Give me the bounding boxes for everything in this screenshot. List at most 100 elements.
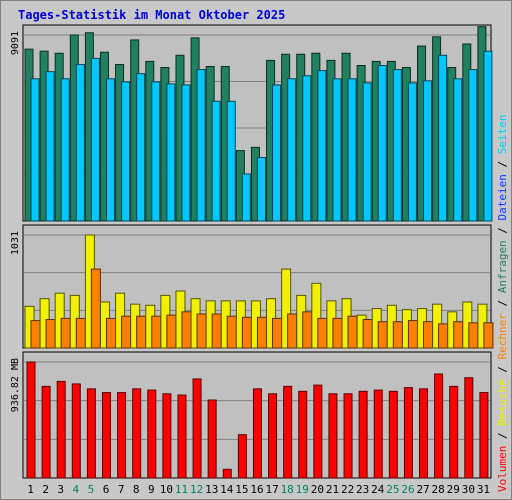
bar-seiten-day-2 [46, 72, 54, 221]
x-tick-label: 10 [160, 483, 173, 496]
x-tick-label: 20 [311, 483, 324, 496]
x-tick-label: 1 [27, 483, 34, 496]
bar-rechner-day-13 [212, 314, 221, 348]
bar-rechner-day-21 [333, 318, 342, 348]
bar-rechner-day-11 [182, 312, 191, 348]
x-tick-label: 13 [205, 483, 218, 496]
bar-seiten-day-8 [137, 74, 145, 221]
bar-volumen-day-2 [42, 386, 50, 478]
bar-seiten-day-28 [439, 55, 447, 221]
bar-seiten-day-24 [378, 66, 386, 221]
x-tick-label: 28 [432, 483, 445, 496]
bar-volumen-day-21 [329, 394, 337, 478]
bar-rechner-day-17 [273, 318, 282, 348]
bar-seiten-day-18 [288, 79, 296, 221]
bar-seiten-day-1 [31, 79, 39, 221]
x-tick-label: 17 [265, 483, 278, 496]
x-tick-label: 16 [250, 483, 263, 496]
bar-volumen-day-4 [72, 384, 80, 478]
legend-item-besuche: Besuche [496, 379, 509, 425]
bar-volumen-day-28 [435, 374, 443, 478]
bar-volumen-day-29 [450, 386, 458, 478]
bar-volumen-day-26 [404, 388, 412, 478]
bar-seiten-day-3 [61, 79, 69, 221]
bar-volumen-day-22 [344, 394, 352, 478]
bar-rechner-day-3 [61, 318, 70, 348]
x-tick-label: 15 [235, 483, 248, 496]
bar-seiten-day-26 [408, 83, 416, 221]
bar-rechner-day-14 [227, 316, 236, 348]
bar-volumen-day-18 [284, 386, 292, 478]
bar-volumen-day-27 [420, 389, 428, 478]
bar-rechner-day-28 [439, 324, 448, 348]
x-tick-label: 11 [175, 483, 188, 496]
x-tick-label: 29 [447, 483, 460, 496]
bar-rechner-day-31 [484, 323, 493, 348]
bar-volumen-day-12 [193, 379, 201, 478]
legend-item-anfragen: Anfragen [496, 240, 509, 293]
bar-rechner-day-1 [31, 321, 40, 348]
bar-volumen-day-24 [374, 390, 382, 478]
bar-volumen-day-20 [314, 385, 322, 478]
bar-seiten-day-25 [393, 70, 401, 221]
bar-seiten-day-17 [273, 85, 281, 221]
x-tick-label: 24 [371, 483, 385, 496]
x-tick-label: 21 [326, 483, 339, 496]
bar-rechner-day-16 [257, 317, 266, 348]
legend-separator: / [496, 426, 509, 446]
bar-seiten-day-30 [469, 70, 477, 221]
x-tick-label: 31 [477, 483, 490, 496]
legend-separator: / [496, 360, 509, 380]
bar-rechner-day-27 [424, 322, 433, 348]
bar-seiten-day-11 [182, 85, 190, 221]
legend-item-dateien: Dateien [496, 174, 509, 220]
bar-volumen-day-15 [238, 435, 246, 478]
bar-rechner-day-4 [76, 318, 85, 348]
x-tick-label: 25 [386, 483, 399, 496]
bar-seiten-day-16 [257, 158, 265, 221]
bar-volumen-day-23 [359, 391, 367, 478]
bar-rechner-day-7 [122, 316, 131, 348]
bar-rechner-day-18 [288, 314, 297, 348]
bar-volumen-day-1 [27, 362, 35, 478]
bar-seiten-day-12 [197, 70, 205, 221]
x-tick-label: 12 [190, 483, 203, 496]
bar-rechner-day-12 [197, 314, 206, 348]
bar-seiten-day-29 [454, 79, 462, 221]
bar-volumen-day-9 [148, 390, 156, 478]
x-tick-label: 9 [148, 483, 155, 496]
bar-rechner-day-8 [137, 316, 146, 348]
bar-rechner-day-19 [303, 312, 312, 348]
bar-rechner-day-25 [393, 322, 402, 348]
bar-volumen-day-11 [178, 395, 186, 478]
bar-seiten-day-14 [227, 101, 235, 221]
bar-rechner-day-5 [91, 269, 100, 348]
bar-volumen-day-7 [118, 393, 126, 478]
x-tick-label: 30 [462, 483, 475, 496]
bar-volumen-day-3 [57, 381, 65, 478]
bar-seiten-day-27 [424, 81, 432, 221]
x-tick-label: 26 [401, 483, 414, 496]
bar-seiten-day-9 [152, 82, 160, 221]
bar-volumen-day-31 [480, 393, 488, 478]
bar-seiten-day-20 [318, 71, 326, 221]
bar-rechner-day-22 [348, 316, 357, 348]
bar-volumen-day-5 [87, 389, 95, 478]
bar-rechner-day-30 [469, 323, 478, 348]
y-max-label: 936.82 MB [10, 358, 21, 412]
bar-volumen-day-8 [133, 389, 141, 478]
bar-volumen-day-16 [253, 389, 261, 478]
legend-separator: / [496, 293, 509, 313]
x-tick-label: 3 [57, 483, 64, 496]
x-tick-label: 23 [356, 483, 369, 496]
x-tick-label: 18 [281, 483, 294, 496]
bar-seiten-day-7 [122, 82, 130, 221]
bar-rechner-day-2 [46, 320, 55, 348]
x-tick-label: 8 [133, 483, 140, 496]
bar-seiten-day-21 [333, 79, 341, 221]
bar-rechner-day-15 [242, 317, 251, 348]
bar-volumen-day-14 [223, 469, 231, 478]
x-tick-label: 7 [118, 483, 125, 496]
bar-volumen-day-19 [299, 391, 307, 478]
bar-seiten-day-15 [242, 174, 250, 221]
